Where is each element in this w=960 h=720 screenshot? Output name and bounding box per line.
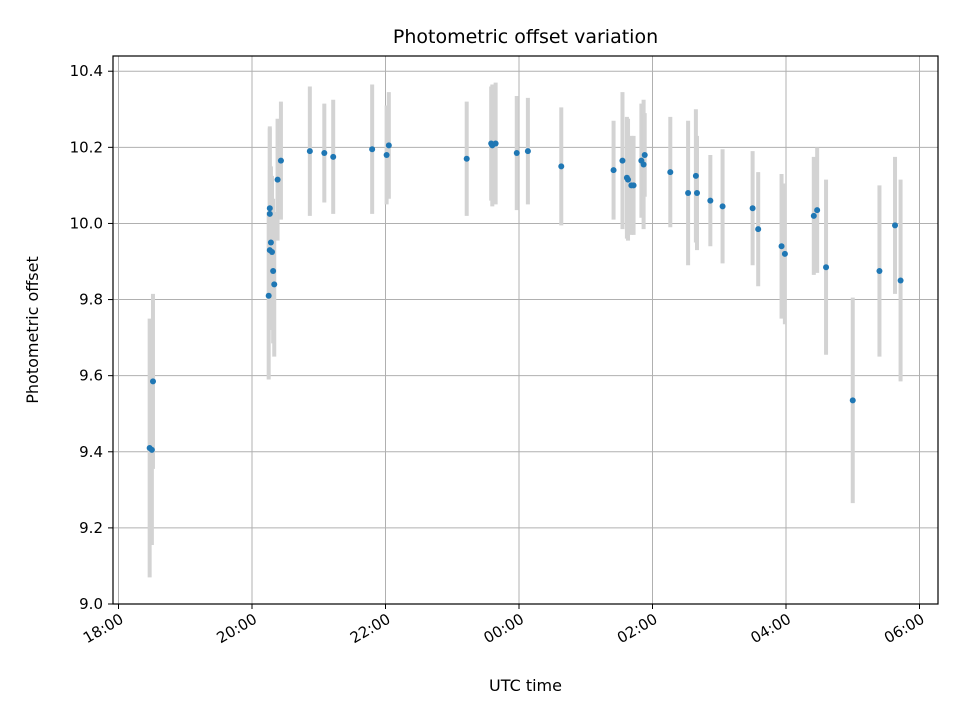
data-point <box>266 210 273 217</box>
chart-title: Photometric offset variation <box>393 26 658 48</box>
data-point <box>810 212 817 219</box>
data-point <box>707 197 714 204</box>
data-point <box>148 446 155 453</box>
data-point <box>778 243 785 250</box>
data-point <box>266 205 273 212</box>
data-point <box>892 222 899 229</box>
data-point <box>267 239 274 246</box>
data-point <box>667 169 674 176</box>
y-tick-label: 9.2 <box>79 519 103 537</box>
data-points <box>146 140 904 453</box>
plot-area-frame <box>112 55 939 605</box>
data-point <box>321 150 328 157</box>
data-point <box>749 205 756 212</box>
data-point <box>306 148 313 155</box>
grid <box>113 56 938 605</box>
y-tick-label: 9.8 <box>79 291 103 309</box>
data-point <box>781 250 788 257</box>
data-point <box>383 151 390 158</box>
data-point <box>524 148 531 155</box>
data-point <box>265 292 272 299</box>
data-point <box>558 163 565 170</box>
data-point <box>271 281 278 288</box>
data-point <box>269 248 276 255</box>
data-point <box>513 150 520 157</box>
data-point <box>463 155 470 162</box>
data-point <box>149 378 156 385</box>
data-point <box>625 176 632 183</box>
y-tick-label: 9.4 <box>79 443 103 461</box>
y-tick-label: 9.6 <box>79 367 103 385</box>
data-point <box>755 226 762 233</box>
data-point <box>641 151 648 158</box>
data-point <box>385 142 392 149</box>
y-axis-label: Photometric offset <box>23 256 42 404</box>
x-axis-label: UTC time <box>489 676 562 695</box>
data-point <box>277 157 284 164</box>
data-point <box>630 182 637 189</box>
data-point <box>897 277 904 284</box>
data-point <box>640 161 647 168</box>
data-point <box>610 167 617 174</box>
data-point <box>330 153 337 160</box>
data-point <box>270 268 277 275</box>
y-axis-ticks: 9.0 9.2 9.4 9.6 9.8 10.0 10.2 10.4 <box>70 62 113 613</box>
data-point <box>685 190 692 196</box>
y-tick-label: 10.0 <box>70 214 103 232</box>
y-tick-label: 10.4 <box>70 62 103 80</box>
data-point <box>876 268 883 275</box>
data-point <box>823 264 830 271</box>
data-point <box>619 157 626 164</box>
y-tick-label: 9.0 <box>79 595 103 613</box>
data-point <box>369 146 376 153</box>
y-tick-label: 10.2 <box>70 138 103 156</box>
data-point <box>694 190 700 196</box>
data-point <box>719 203 726 210</box>
data-point <box>492 140 499 147</box>
data-point <box>814 207 821 214</box>
data-point <box>274 176 281 183</box>
data-point <box>849 397 856 404</box>
data-point <box>692 172 699 179</box>
